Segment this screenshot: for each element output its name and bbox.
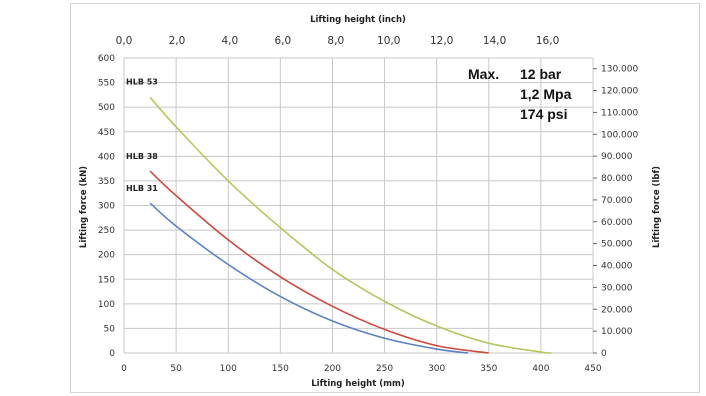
annotation-max-label: Max. [468, 66, 499, 82]
pressure-annotation: Max. 12 bar 1,2 Mpa 174 psi [468, 66, 572, 122]
series-label-hlb-38: HLB 38 [126, 152, 158, 161]
chart-labels: HLB 53 HLB 38 HLB 31 [126, 77, 158, 193]
x-tick-label: 250 [376, 364, 393, 374]
series-label-hlb-53: HLB 53 [126, 77, 158, 86]
y-axis-title: Lifting force (kN) [79, 166, 89, 248]
x-tick-label: 400 [532, 364, 549, 374]
y-tick-label: 250 [98, 226, 115, 236]
series-line-hlb-53 [149, 96, 552, 354]
y-tick-label: 100 [98, 300, 115, 310]
y2-tick-label: 60.000 [601, 218, 633, 228]
annotation-line-mpa: 1,2 Mpa [520, 86, 572, 102]
series-line-hlb-31 [149, 202, 469, 354]
axes: 0 50 100 150 200 250 300 350 400 4500501001502002… [98, 35, 639, 374]
x2-tick-label: 14,0 [483, 35, 506, 47]
x2-tick-label: 2,0 [169, 35, 186, 47]
x-tick-label: 100 [220, 364, 237, 374]
y2-tick-label: 20.000 [601, 305, 633, 315]
y-tick-label: 0 [109, 349, 115, 359]
x2-tick-label: 6,0 [274, 35, 291, 47]
y2-tick-label: 110.000 [601, 108, 638, 118]
y-tick-label: 50 [104, 324, 116, 334]
y-tick-label: 150 [98, 275, 115, 285]
grid [123, 57, 594, 354]
x-tick-label: 50 [170, 364, 182, 374]
y-tick-label: 550 [98, 79, 115, 89]
x-tick-label: 0 [121, 364, 127, 374]
x-tick-label: 450 [584, 364, 601, 374]
y-tick-label: 450 [98, 128, 115, 138]
x2-tick-label: 16,0 [536, 35, 559, 47]
annotation-line-psi: 174 psi [520, 106, 567, 122]
x2-tick-label: 8,0 [327, 35, 344, 47]
y-tick-label: 500 [98, 103, 115, 113]
y2-tick-label: 70.000 [601, 196, 633, 206]
series-label-hlb-31: HLB 31 [126, 184, 158, 193]
y-tick-label: 300 [98, 202, 115, 212]
y2-tick-label: 90.000 [601, 152, 633, 162]
y2-tick-label: 80.000 [601, 174, 633, 184]
y-tick-label: 350 [98, 177, 115, 187]
y2-tick-label: 40.000 [601, 262, 633, 272]
annotation-line-bar: 12 bar [520, 66, 562, 82]
y-tick-label: 600 [98, 54, 115, 64]
y2-tick-label: 100.000 [601, 130, 638, 140]
x-tick-label: 300 [428, 364, 445, 374]
x2-tick-label: 12,0 [430, 35, 453, 47]
x2-tick-label: 0,0 [116, 35, 133, 47]
series-line-hlb-38 [149, 170, 489, 354]
y-tick-label: 200 [98, 251, 115, 261]
x2-tick-label: 4,0 [222, 35, 239, 47]
x-tick-label: 350 [480, 364, 497, 374]
y2-axis-title: Lifting force (lbf) [652, 166, 662, 248]
y2-tick-label: 10.000 [601, 327, 633, 337]
x2-axis-title: Lifting height (inch) [310, 15, 406, 25]
series-lines [149, 96, 552, 354]
x2-tick-label: 10,0 [377, 35, 400, 47]
x-tick-label: 200 [324, 364, 341, 374]
y2-tick-label: 50.000 [601, 240, 633, 250]
x-axis-title: Lifting height (mm) [311, 379, 405, 389]
y2-tick-label: 30.000 [601, 283, 633, 293]
y2-tick-label: 120.000 [601, 87, 638, 97]
y2-tick-label: 0 [601, 349, 607, 359]
y2-tick-label: 130.000 [601, 65, 638, 75]
y-tick-label: 400 [98, 152, 115, 162]
x-tick-label: 150 [272, 364, 289, 374]
